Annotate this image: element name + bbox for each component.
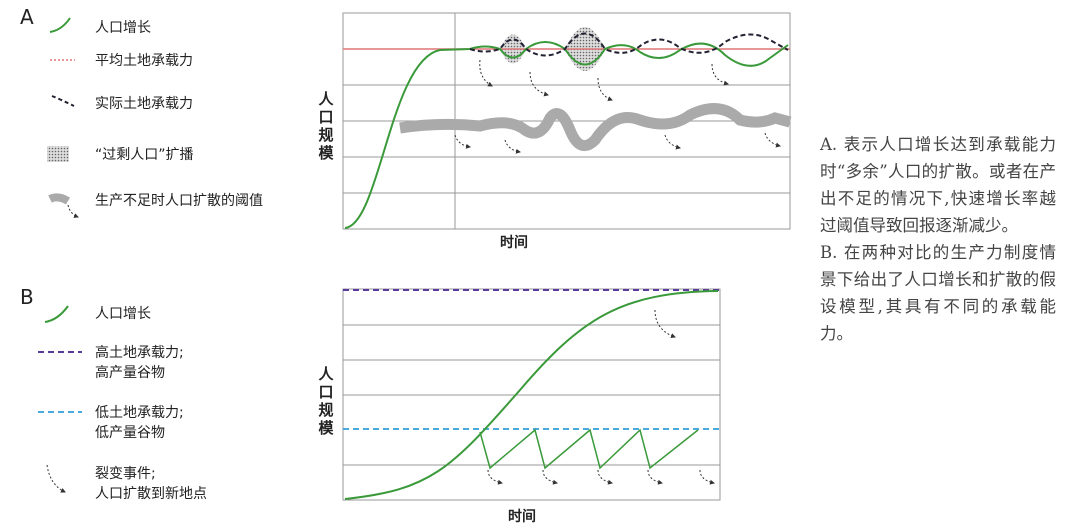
legend-label: 人口增长	[95, 20, 151, 36]
legend-label: 生产不足时人口扩散的阈值	[95, 193, 263, 209]
legend-label: 低产量谷物	[95, 425, 165, 441]
caption: A. 表示人口增长达到承载能力时“多余”人口的扩散。或者在产出不足的情况下,快速…	[820, 131, 1056, 347]
legend-label: 实际土地承载力	[95, 96, 193, 112]
legend-label: 高产量谷物	[95, 365, 165, 381]
caption-paragraph: A. 表示人口增长达到承载能力时“多余”人口的扩散。或者在产出不足的情况下,快速…	[820, 135, 1056, 235]
legend-label: 裂变事件;	[95, 466, 156, 482]
panel-label: A	[20, 5, 34, 29]
legend-label: 低土地承载力;	[95, 405, 184, 421]
legend-label: 人口扩散到新地点	[95, 486, 207, 502]
y-axis-label: 人口规模	[318, 365, 334, 437]
legend-label: “过剩人口”扩播	[95, 147, 194, 163]
caption-paragraph: B. 在两种对比的生产力制度情景下给出了人口增长和扩散的假设模型,其具有不同的承…	[820, 243, 1056, 343]
x-axis-label: 时间	[500, 235, 528, 251]
legend-label: 人口增长	[95, 306, 151, 322]
y-axis-label: 人口规模	[318, 90, 334, 162]
x-axis-label: 时间	[508, 509, 536, 525]
legend-label: 高土地承载力;	[95, 345, 184, 361]
legend-label: 平均土地承载力	[95, 53, 193, 69]
panel-label: B	[20, 285, 34, 309]
